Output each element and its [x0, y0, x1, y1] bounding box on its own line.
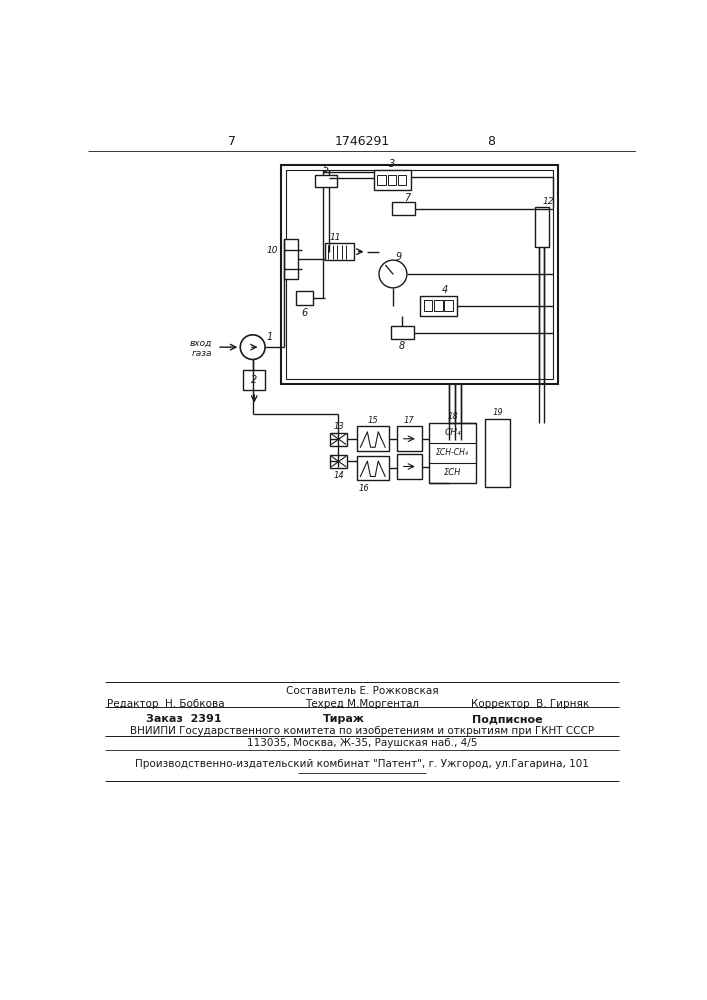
Text: 10: 10 [267, 246, 279, 255]
Text: 14: 14 [333, 471, 344, 480]
Bar [330, 455, 347, 468]
Bar [284, 239, 298, 279]
Bar [392, 202, 416, 215]
Bar [424, 300, 433, 311]
Bar [373, 170, 411, 190]
Bar [325, 243, 354, 260]
Bar [429, 423, 476, 483]
Text: Составитель Е. Рожковская: Составитель Е. Рожковская [286, 686, 438, 696]
Bar [391, 326, 414, 339]
Bar [397, 454, 421, 479]
Bar [397, 426, 421, 451]
Text: 8: 8 [399, 341, 405, 351]
Bar [315, 175, 337, 187]
Text: ΣCH: ΣCH [444, 468, 461, 477]
Text: 13: 13 [333, 422, 344, 431]
Text: 18: 18 [448, 412, 458, 421]
Text: 7: 7 [404, 193, 411, 203]
Text: 113035, Москва, Ж-35, Раушская наб., 4/5: 113035, Москва, Ж-35, Раушская наб., 4/5 [247, 738, 477, 748]
Bar [444, 300, 452, 311]
Circle shape [379, 260, 407, 288]
Text: Техред М.Моргентал: Техред М.Моргентал [305, 699, 419, 709]
Text: Производственно-издательский комбинат "Патент", г. Ужгород, ул.Гагаринa, 101: Производственно-издательский комбинат "П… [135, 759, 589, 769]
Text: 12: 12 [542, 197, 554, 206]
Text: 2: 2 [251, 375, 257, 385]
Text: 4: 4 [442, 285, 448, 295]
Text: 7: 7 [228, 135, 235, 148]
Text: 11: 11 [330, 233, 341, 242]
Text: вход
газа: вход газа [190, 339, 212, 358]
Text: 19: 19 [492, 408, 503, 417]
Bar [356, 456, 389, 480]
Text: 16: 16 [359, 484, 370, 493]
Bar [534, 207, 549, 247]
Text: 5: 5 [323, 164, 329, 174]
Bar [356, 426, 389, 451]
Text: 6: 6 [301, 308, 308, 318]
Text: 8: 8 [487, 135, 496, 148]
Bar [434, 300, 443, 311]
Bar [296, 291, 313, 305]
Circle shape [240, 335, 265, 359]
Text: ΣCH-CH₄: ΣCH-CH₄ [436, 448, 469, 457]
Text: Подписное: Подписное [472, 714, 542, 724]
Bar [243, 370, 265, 390]
Text: 17: 17 [404, 416, 414, 425]
Text: Корректор  В. Гирняк: Корректор В. Гирняк [471, 699, 589, 709]
Bar [281, 165, 558, 384]
Text: 15: 15 [368, 416, 378, 425]
Text: Редактор  Н. Бобкова: Редактор Н. Бобкова [107, 699, 225, 709]
Bar [286, 170, 553, 379]
Bar [387, 175, 396, 185]
Bar [378, 175, 386, 185]
Text: ВНИИПИ Государственного комитета по изобретениям и открытиям при ГКНТ СССР: ВНИИПИ Государственного комитета по изоб… [130, 726, 594, 736]
Text: 9: 9 [396, 252, 402, 262]
Text: Заказ  2391: Заказ 2391 [146, 714, 222, 724]
Text: 3: 3 [389, 159, 395, 169]
Text: CH₄: CH₄ [444, 428, 461, 437]
Bar [485, 419, 510, 487]
Bar [330, 433, 347, 446]
Text: 1: 1 [267, 332, 273, 342]
Bar [397, 175, 406, 185]
Bar [420, 296, 457, 316]
Text: 1746291: 1746291 [334, 135, 390, 148]
Text: Тираж: Тираж [323, 714, 365, 724]
